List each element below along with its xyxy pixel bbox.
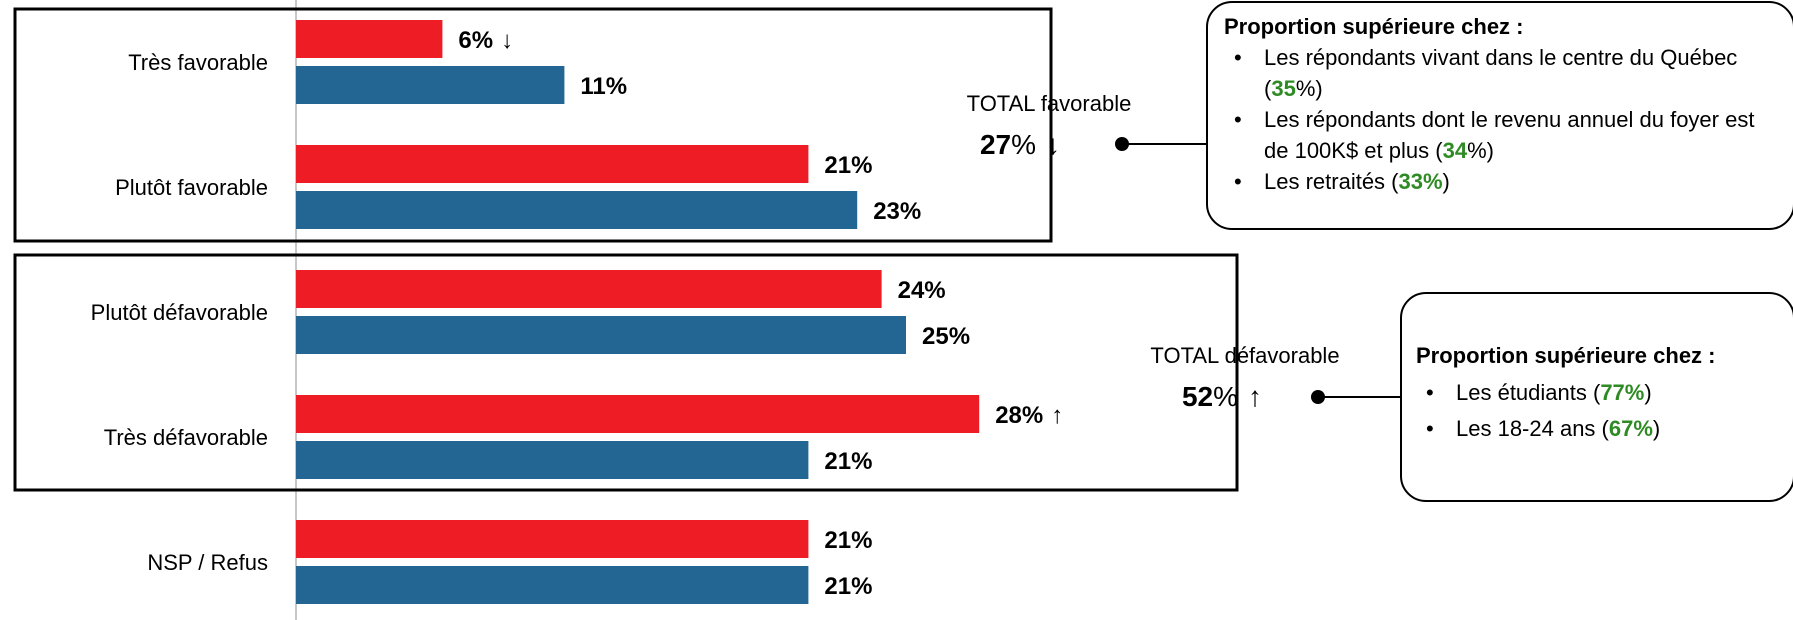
total-favorable-value: 27% ↓ xyxy=(980,129,1060,160)
total-favorable-arrow-down-icon: ↓ xyxy=(1046,129,1060,160)
value-label-plutot-defavorable-series-2: 25% xyxy=(922,323,970,350)
total-defavorable-title: TOTAL défavorable xyxy=(1150,343,1339,368)
bar-plutot-favorable-series-2 xyxy=(296,191,858,229)
list-item: • Les 18-24 ans (67%) xyxy=(1416,413,1783,444)
bar-nsp-refus-series-1 xyxy=(296,520,809,558)
bullet-icon: • xyxy=(1426,416,1434,441)
list-item: • Les retraités (33%) xyxy=(1224,166,1779,197)
value-label-plutot-favorable-series-1: 21% xyxy=(824,152,872,179)
category-label-plutot-defavorable: Plutôt défavorable xyxy=(91,300,268,325)
callout-defavorable-heading: Proportion supérieure chez : xyxy=(1416,343,1716,368)
defavorable-group-box xyxy=(13,253,1239,492)
bar-tres-defavorable-series-2 xyxy=(296,441,809,479)
bullet-icon: • xyxy=(1234,169,1242,194)
bar-tres-favorable-series-1 xyxy=(296,20,443,58)
total-defavorable-arrow-up-icon: ↑ xyxy=(1248,381,1262,412)
bar-tres-favorable-series-2 xyxy=(296,66,565,104)
category-label-tres-defavorable: Très défavorable xyxy=(104,425,268,450)
total-favorable-title: TOTAL favorable xyxy=(967,91,1132,116)
bar-tres-defavorable-series-1 xyxy=(296,395,980,433)
favorable-group-box xyxy=(13,7,1053,243)
bar-nsp-refus-series-2 xyxy=(296,566,809,604)
bars-layer xyxy=(296,20,980,604)
bullet-icon: • xyxy=(1426,380,1434,405)
value-label-tres-defavorable-series-1: 28% ↑ xyxy=(995,402,1063,429)
bar-plutot-favorable-series-1 xyxy=(296,145,809,183)
category-label-tres-favorable: Très favorable xyxy=(128,50,268,75)
value-label-tres-favorable-series-2: 11% xyxy=(580,73,627,100)
callout-defavorable: Proportion supérieure chez : • Les étudia… xyxy=(1400,292,1793,502)
value-label-tres-favorable-series-1: 6% ↓ xyxy=(458,27,513,54)
bullet-icon: • xyxy=(1234,45,1242,70)
list-item: • Les répondants vivant dans le centre du… xyxy=(1224,42,1779,104)
value-label-plutot-favorable-series-2: 23% xyxy=(873,198,921,225)
total-defavorable: TOTAL défavorable 52% ↑ xyxy=(1150,343,1400,412)
callout-defavorable-list: • Les étudiants (77%) • Les 18-24 ans (67%… xyxy=(1416,377,1783,444)
bar-plutot-defavorable-series-1 xyxy=(296,270,882,308)
category-label-nsp-refus: NSP / Refus xyxy=(147,550,268,575)
category-label-plutot-favorable: Plutôt favorable xyxy=(115,175,268,200)
trend-arrow-down-icon: ↓ xyxy=(501,27,513,54)
value-label-nsp-refus-series-2: 21% xyxy=(824,573,872,600)
value-label-tres-defavorable-series-2: 21% xyxy=(824,448,872,475)
callout-favorable: Proportion supérieure chez : • Les répond… xyxy=(1206,1,1793,230)
bullet-icon: • xyxy=(1234,107,1242,132)
total-favorable: TOTAL favorable 27% ↓ xyxy=(967,91,1206,160)
callout-favorable-list: • Les répondants vivant dans le centre du… xyxy=(1224,42,1779,197)
trend-arrow-up-icon: ↑ xyxy=(1051,402,1063,429)
value-label-plutot-defavorable-series-1: 24% xyxy=(898,277,946,304)
value-label-nsp-refus-series-1: 21% xyxy=(824,527,872,554)
bar-plutot-defavorable-series-2 xyxy=(296,316,906,354)
total-defavorable-value: 52% ↑ xyxy=(1182,381,1262,412)
list-item: • Les étudiants (77%) xyxy=(1416,377,1783,408)
list-item: • Les répondants dont le revenu annuel du… xyxy=(1224,104,1779,166)
callout-favorable-heading: Proportion supérieure chez : xyxy=(1224,14,1524,39)
